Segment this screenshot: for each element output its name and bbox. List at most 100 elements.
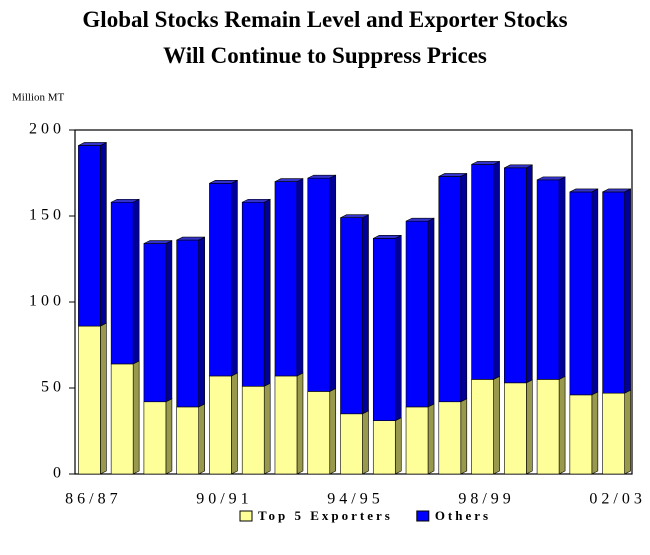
- bar-side: [427, 403, 435, 475]
- x-tick-label: 02/03: [589, 491, 645, 508]
- bar-side: [329, 387, 337, 475]
- x-tick-label: 86/87: [65, 491, 121, 508]
- bar-side: [231, 372, 238, 475]
- bar-top: [405, 217, 435, 222]
- bar-top: [176, 236, 205, 241]
- bar-segment: [143, 401, 167, 475]
- bar-segment: [438, 176, 462, 403]
- bar-side: [198, 236, 205, 408]
- bar-side: [427, 217, 435, 408]
- bar-top: [536, 176, 566, 181]
- bar-segment: [471, 164, 494, 380]
- bar-top: [471, 161, 500, 165]
- bar-side: [165, 398, 173, 475]
- bar-side: [132, 360, 140, 475]
- bar-top: [569, 188, 598, 193]
- bar-side: [558, 176, 566, 380]
- y-tick-label: 100: [29, 293, 65, 310]
- bar-segment: [307, 177, 331, 392]
- bar-side: [591, 188, 599, 396]
- bar-side: [329, 174, 337, 392]
- bar-segment: [340, 217, 363, 415]
- bar-top: [438, 173, 467, 177]
- bar-segment: [78, 325, 101, 475]
- bar-top: [111, 198, 140, 203]
- bar-segment: [536, 179, 560, 380]
- bar-segment: [176, 239, 199, 408]
- bar-segment: [176, 406, 199, 475]
- bar-segment: [78, 145, 101, 327]
- bar-segment: [504, 382, 527, 475]
- bar-side: [263, 382, 271, 475]
- bar-top: [602, 188, 631, 193]
- bar-segment: [241, 201, 265, 387]
- y-tick-label: 200: [29, 121, 65, 138]
- bar-top: [274, 178, 304, 182]
- bar-top: [209, 180, 238, 184]
- bar-side: [558, 375, 566, 475]
- bar-top: [504, 164, 533, 169]
- bar-side: [460, 172, 468, 403]
- bar-top: [373, 235, 402, 239]
- bar-side: [624, 188, 631, 394]
- bar-segment: [110, 201, 134, 365]
- bar-side: [362, 214, 369, 415]
- legend-swatch: [416, 510, 430, 522]
- bar-top: [242, 198, 271, 203]
- y-tick-label: 50: [41, 379, 65, 396]
- bar-segment: [536, 379, 560, 475]
- bar-side: [526, 379, 533, 475]
- y-axis-label: Million MT: [12, 92, 65, 104]
- y-tick-label: 0: [53, 465, 65, 482]
- bar-segment: [209, 375, 232, 475]
- bar-segment: [209, 183, 232, 377]
- x-tick-label: 98/99: [458, 491, 514, 508]
- bar-segment: [602, 191, 625, 394]
- bar-side: [296, 372, 304, 475]
- bar-top: [143, 240, 173, 244]
- bar-segment: [274, 375, 298, 475]
- bar-segment: [405, 406, 429, 475]
- bar-segment: [143, 243, 167, 403]
- bar-top: [78, 142, 107, 146]
- bar-side: [394, 234, 402, 422]
- bar-segment: [602, 392, 625, 475]
- bar-side: [493, 160, 500, 380]
- bar-segment: [110, 363, 134, 475]
- bar-segment: [471, 379, 494, 475]
- legend-label: Top 5 Exporters: [258, 508, 393, 523]
- chart-title: Global Stocks Remain Level and Exporter …: [82, 7, 567, 68]
- bar-top: [340, 214, 369, 219]
- bar-side: [263, 198, 271, 387]
- bar-side: [526, 164, 533, 384]
- bar-top: [307, 174, 336, 179]
- x-tick-label: 90/91: [196, 491, 252, 508]
- bar-side: [493, 375, 500, 475]
- bar-segment: [372, 238, 396, 421]
- bar-segment: [569, 394, 593, 475]
- bar-segment: [274, 181, 298, 377]
- bar-side: [100, 141, 107, 327]
- y-tick-label: 150: [29, 207, 65, 224]
- bar-side: [198, 403, 205, 475]
- bar-segment: [438, 401, 462, 475]
- bar-segment: [241, 385, 265, 475]
- bar-segment: [405, 220, 429, 408]
- legend-swatch: [239, 510, 253, 522]
- bar-side: [132, 198, 140, 365]
- bar-segment: [504, 167, 527, 384]
- bar-side: [165, 240, 173, 403]
- bar-side: [624, 389, 631, 475]
- x-tick-label: 94/95: [327, 491, 383, 508]
- bar-side: [296, 178, 304, 377]
- bar-side: [591, 391, 599, 475]
- bar-segment: [340, 413, 363, 475]
- bar-side: [231, 179, 238, 377]
- bar-side: [460, 398, 468, 475]
- bar-segment: [569, 191, 593, 396]
- legend-label: Others: [435, 508, 491, 523]
- bar-side: [362, 410, 369, 475]
- bar-side: [100, 322, 107, 475]
- bar-segment: [372, 420, 396, 475]
